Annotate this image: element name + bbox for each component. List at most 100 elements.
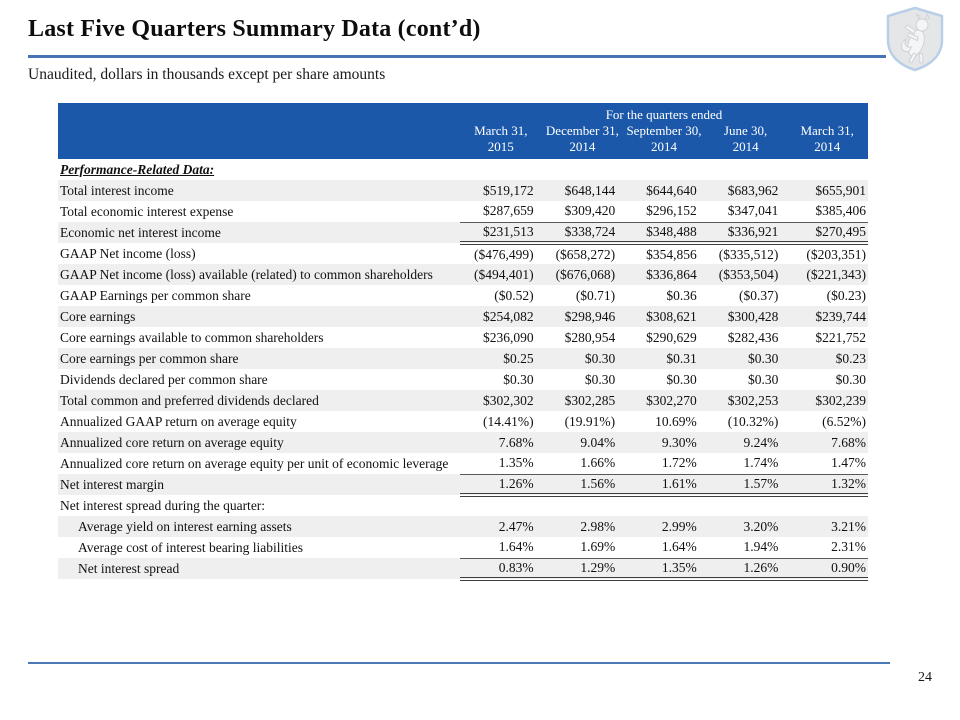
row-label: Annualized core return on average equity: [60, 434, 284, 450]
row-value: 1.47%: [786, 453, 868, 475]
table-row: GAAP Earnings per common share ($0.52) ($0…: [58, 285, 868, 306]
table-row: Annualized core return on average equity…: [58, 453, 868, 475]
row-value: ($353,504): [718, 266, 779, 282]
row-value: $336,921: [704, 222, 787, 245]
row-value: [623, 495, 705, 516]
row-value: 7.68%: [831, 434, 866, 450]
row-value: $0.30: [748, 350, 779, 366]
row-value: $385,406: [786, 201, 868, 223]
row-value: 1.64%: [623, 537, 705, 559]
row-label: Total interest income: [60, 182, 174, 198]
row-label: Dividends declared per common share: [60, 371, 268, 387]
row-value: $308,621: [646, 308, 697, 324]
row-value: $648,144: [564, 182, 616, 198]
row-value: 1.74%: [704, 453, 787, 475]
table-row: Total economic interest expense $287,659 $…: [58, 201, 868, 223]
row-label: Annualized core return on average equity…: [60, 455, 449, 471]
section-heading: Performance-Related Data:: [60, 161, 215, 177]
row-value: [705, 495, 787, 516]
table-row: Total common and preferred dividends dec…: [58, 390, 868, 411]
row-value: 9.04%: [580, 434, 616, 450]
row-value: ($476,499): [473, 246, 534, 262]
row-value: ($221,343): [806, 266, 866, 282]
row-value: [542, 495, 624, 516]
row-value: 1.56%: [541, 474, 624, 497]
row-value: $239,744: [815, 308, 866, 324]
row-value: 1.32%: [786, 474, 868, 497]
row-value: $302,302: [482, 392, 534, 408]
row-value: $0.30: [835, 371, 866, 387]
summary-table: For the quarters ended March 31, 2015 Dece…: [58, 103, 868, 581]
table-row: Net interest margin 1.26% 1.56% 1.61% 1.57% 1…: [58, 474, 868, 497]
row-value: $290,629: [646, 329, 697, 345]
column-header: December 31, 2014: [541, 123, 624, 159]
row-value: [460, 495, 542, 516]
shield-lion-logo-icon: [886, 6, 944, 72]
row-label: Total common and preferred dividends dec…: [60, 392, 319, 408]
row-value: ($0.52): [494, 287, 534, 303]
row-value: 9.30%: [661, 434, 697, 450]
row-value: $302,253: [727, 392, 779, 408]
row-value: ($335,512): [718, 246, 779, 262]
row-value: 3.20%: [743, 518, 779, 534]
row-value: 1.94%: [704, 537, 787, 559]
table-row: Annualized core return on average equity…: [58, 432, 868, 453]
row-value: $280,954: [564, 329, 616, 345]
row-label: Core earnings available to common shareh…: [60, 329, 324, 345]
row-value: (6.52%): [822, 413, 866, 429]
row-value: $300,428: [727, 308, 779, 324]
row-value: 2.98%: [580, 518, 616, 534]
row-value: $0.36: [666, 287, 697, 303]
row-value: $347,041: [704, 201, 787, 223]
row-value: 1.64%: [460, 537, 542, 559]
row-value: $338,724: [541, 222, 624, 245]
column-header: March 31, 2014: [786, 123, 868, 159]
row-value: $0.30: [584, 371, 616, 387]
table-row: Dividends declared per common share $0.30…: [58, 369, 868, 390]
row-value: ($203,351): [806, 246, 866, 262]
row-value: (19.91%): [564, 413, 616, 429]
row-label: Core earnings per common share: [60, 350, 239, 366]
table-row: Core earnings $254,082 $298,946 $308,621 $30…: [58, 306, 868, 327]
row-label: Annualized GAAP return on average equity: [60, 413, 297, 429]
row-value: $0.30: [584, 350, 616, 366]
row-value: 2.99%: [661, 518, 697, 534]
row-value: 1.72%: [623, 453, 705, 475]
title-divider: [28, 55, 886, 58]
table-row: Annualized GAAP return on average equity…: [58, 411, 868, 432]
row-value: $519,172: [482, 182, 534, 198]
header-empty-cell: [58, 123, 460, 159]
row-value: (10.32%): [727, 413, 779, 429]
table-row: Average yield on interest earning assets…: [58, 516, 868, 537]
row-value: 0.83%: [460, 558, 542, 581]
row-value: 1.35%: [460, 453, 542, 475]
row-value: 2.47%: [498, 518, 534, 534]
row-value: 1.69%: [541, 537, 624, 559]
row-value: $683,962: [727, 182, 779, 198]
table-row: GAAP Net income (loss) available (relate…: [58, 264, 868, 285]
row-value: ($658,272): [555, 246, 616, 262]
slide-subtitle: Unaudited, dollars in thousands except p…: [28, 66, 386, 83]
row-value: $0.31: [666, 350, 697, 366]
row-value: $309,420: [541, 201, 624, 223]
row-value: $282,436: [727, 329, 779, 345]
header-empty-cell: [58, 103, 460, 123]
row-value: $0.23: [835, 350, 866, 366]
row-value: 0.90%: [786, 558, 868, 581]
row-value: $644,640: [646, 182, 697, 198]
row-value: 3.21%: [831, 518, 866, 534]
row-value: $302,285: [564, 392, 616, 408]
row-value: $0.30: [666, 371, 697, 387]
table-body: Performance-Related Data: Total interest …: [58, 159, 868, 581]
row-label: Net interest margin: [60, 476, 164, 492]
row-label: Net interest spread: [78, 560, 180, 576]
row-value: ($0.23): [826, 287, 866, 303]
column-header: March 31, 2015: [460, 123, 542, 159]
row-label: Total economic interest expense: [60, 203, 234, 219]
row-value: $0.25: [503, 350, 534, 366]
row-value: ($0.37): [739, 287, 779, 303]
table-row: GAAP Net income (loss) ($476,499) ($658,27…: [58, 243, 868, 264]
row-value: 9.24%: [743, 434, 779, 450]
row-value: $655,901: [815, 182, 866, 198]
